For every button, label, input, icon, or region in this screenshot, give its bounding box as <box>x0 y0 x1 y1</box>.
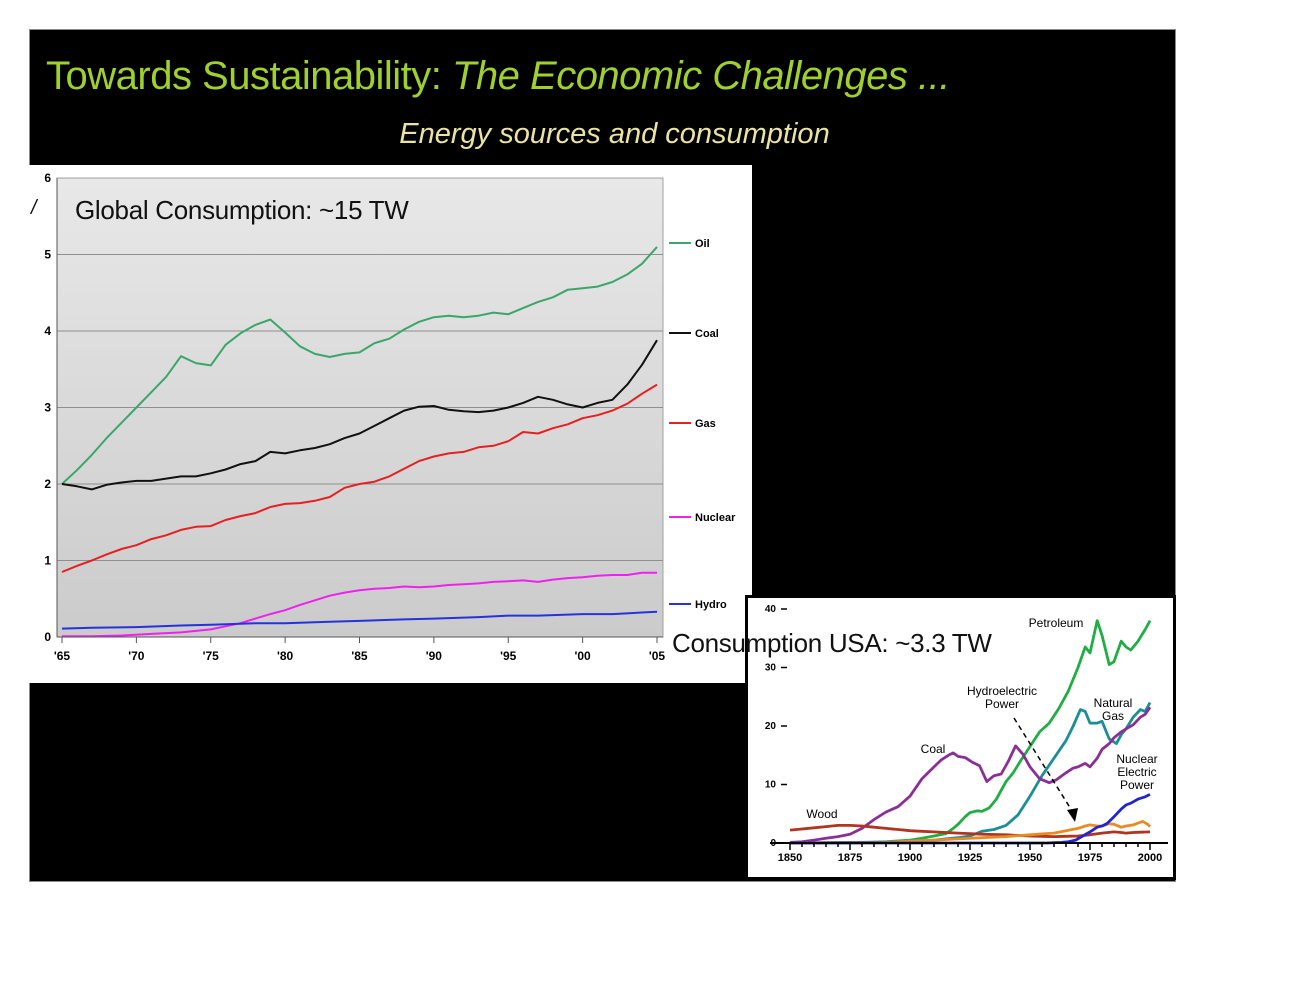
series-line-hydroelectric-power <box>789 819 1151 845</box>
usa-chart-plot: 1850 1875 1900 1925 1950 1975 2000 0 10 20 30 40 Pet… <box>748 598 1173 877</box>
x-tick-label: 1925 <box>958 852 982 864</box>
series-label-natural-gas: Natural <box>1094 696 1133 710</box>
series-label-nuclear-electric-power: Nuclear <box>1116 752 1157 766</box>
y-tick-label: 30 <box>765 663 777 674</box>
y-tick-label: 0 <box>44 630 51 644</box>
slide-title: Towards Sustainability: The Economic Cha… <box>46 54 1146 99</box>
series-label-petroleum: Petroleum <box>1029 616 1084 630</box>
series-label-hydroelectric-power: Power <box>985 697 1019 711</box>
series-line-coal <box>61 339 658 491</box>
series-label-natural-gas: Gas <box>1102 709 1124 723</box>
x-tick-label: '80 <box>277 649 294 663</box>
y-tick-label: 6 <box>44 171 51 185</box>
global-chart-plot: 0 1 2 3 4 5 6 '65 '70 '75 '80 '85 '90 '95 '00 '05 Oil Coa… <box>44 171 736 663</box>
y-tick-label: 10 <box>765 780 777 791</box>
global-consumption-chart: 0 1 2 3 4 5 6 '65 '70 '75 '80 '85 '90 '95 '00 '05 Oil Coa… <box>29 165 752 683</box>
legend-label-coal: Coal <box>695 328 719 340</box>
legend-label-hydro: Hydro <box>695 599 727 611</box>
x-tick-label: '90 <box>426 649 443 663</box>
y-tick-label: 40 <box>765 604 777 615</box>
y-tick-label: 2 <box>44 477 51 491</box>
x-tick-label: 1975 <box>1078 852 1102 864</box>
x-tick-label: 1850 <box>778 852 802 864</box>
annotation-arrowhead <box>1067 808 1078 822</box>
series-label-nuclear-electric-power: Power <box>1120 778 1154 792</box>
y-tick-label: 3 <box>44 401 51 415</box>
legend-label-nuclear: Nuclear <box>695 512 736 524</box>
series-label-wood: Wood <box>806 807 837 821</box>
x-tick-label: '70 <box>128 649 145 663</box>
y-tick-label: 4 <box>44 324 51 338</box>
y-tick-label: 20 <box>765 721 777 732</box>
series-line-gas <box>61 383 658 573</box>
y-tick-label: 1 <box>44 554 51 568</box>
series-line-wood <box>789 823 1151 839</box>
x-tick-label: '75 <box>203 649 220 663</box>
series-label-coal: Coal <box>921 742 946 756</box>
usa-chart-title: Consumption USA: ~3.3 TW <box>672 628 992 658</box>
series-line-nuclear <box>62 571 657 638</box>
series-line-petroleum <box>789 619 1152 845</box>
x-tick-label: 2000 <box>1138 852 1162 864</box>
annotation-arrow <box>1013 717 1075 815</box>
x-tick-label: '85 <box>351 649 368 663</box>
x-tick-label: 1900 <box>898 852 922 864</box>
y-axis-label-fragment: / <box>31 197 37 219</box>
x-tick-label: '65 <box>54 649 71 663</box>
x-tick-label: '95 <box>500 649 517 663</box>
series-line-coal <box>789 706 1152 844</box>
series-label-hydroelectric-power: Hydroelectric <box>967 684 1037 698</box>
slide-title-regular: Towards Sustainability: <box>46 54 452 98</box>
series-line-hydro <box>61 610 658 630</box>
plot-area <box>748 598 1173 877</box>
slide-subtitle: Energy sources and consumption <box>399 118 830 150</box>
x-tick-label: 1875 <box>838 852 862 864</box>
series-label-nuclear-electric-power: Electric <box>1117 765 1156 779</box>
slide-title-italic: The Economic Challenges ... <box>451 54 950 98</box>
series-line-oil <box>61 246 658 485</box>
x-tick-label: '05 <box>649 649 666 663</box>
y-tick-label: 0 <box>770 838 776 849</box>
usa-consumption-chart: 1850 1875 1900 1925 1950 1975 2000 0 10 20 30 40 Pet… <box>745 595 1176 880</box>
legend-label-gas: Gas <box>695 418 716 430</box>
global-chart-title: Global Consumption: ~15 TW <box>75 195 409 225</box>
x-tick-label: '00 <box>575 649 592 663</box>
x-tick-label: 1950 <box>1018 852 1042 864</box>
y-tick-label: 5 <box>44 248 51 262</box>
legend-label-oil: Oil <box>695 238 710 250</box>
